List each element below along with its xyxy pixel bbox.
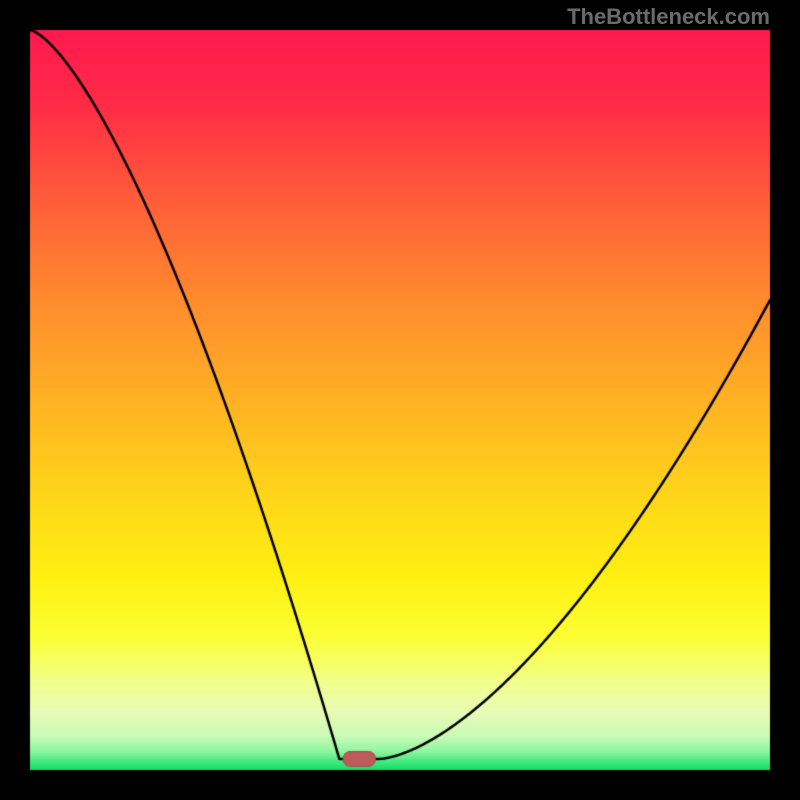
bottleneck-chart	[0, 0, 800, 800]
stage: TheBottleneck.com	[0, 0, 800, 800]
watermark-text: TheBottleneck.com	[567, 4, 770, 30]
